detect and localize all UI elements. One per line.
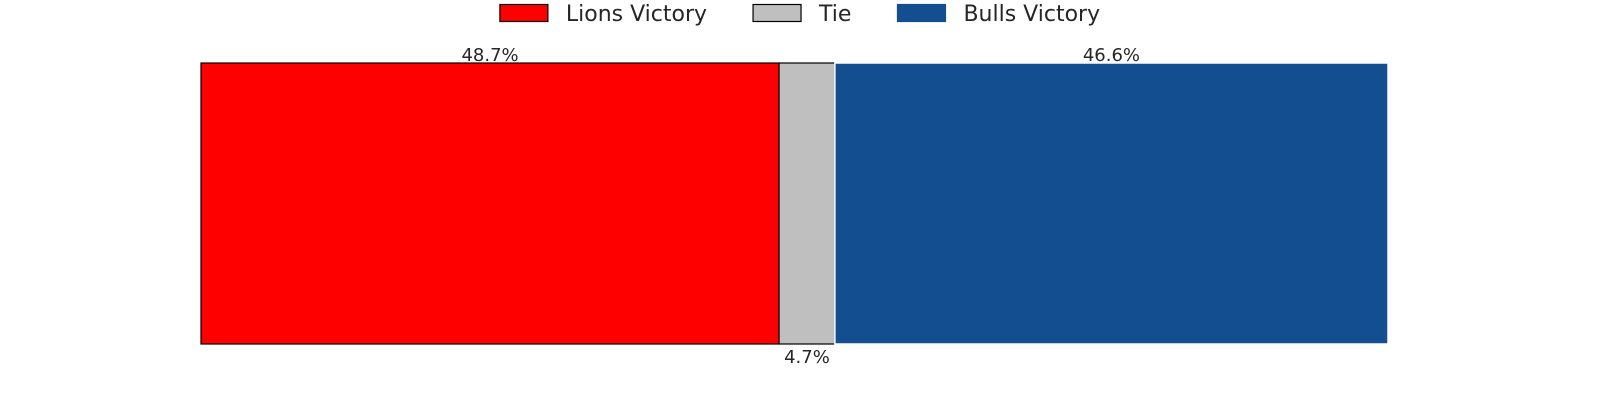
legend-swatch-bulls-victory xyxy=(896,3,947,23)
legend-item-lions-victory: Lions Victory xyxy=(499,2,707,27)
chart-legend: Lions Victory Tie Bulls Victory xyxy=(499,2,1100,27)
stacked-bar xyxy=(200,62,1389,345)
bar-segment-tie xyxy=(778,62,836,345)
bar-segment-bulls-victory xyxy=(834,62,1389,345)
data-label-lions-victory: 48.7% xyxy=(461,45,518,66)
bar-segment-lions-victory xyxy=(200,62,780,345)
legend-label-tie: Tie xyxy=(818,2,851,27)
legend-swatch-lions-victory xyxy=(499,3,549,23)
data-labels: 48.7% 4.7% 46.6% xyxy=(461,45,1140,368)
legend-item-tie: Tie xyxy=(752,2,851,27)
legend-swatch-tie xyxy=(752,3,802,23)
data-label-bulls-victory: 46.6% xyxy=(1083,45,1140,66)
data-label-tie: 4.7% xyxy=(784,347,830,368)
legend-label-bulls-victory: Bulls Victory xyxy=(963,2,1100,27)
legend-label-lions-victory: Lions Victory xyxy=(566,2,707,27)
legend-item-bulls-victory: Bulls Victory xyxy=(896,2,1100,27)
